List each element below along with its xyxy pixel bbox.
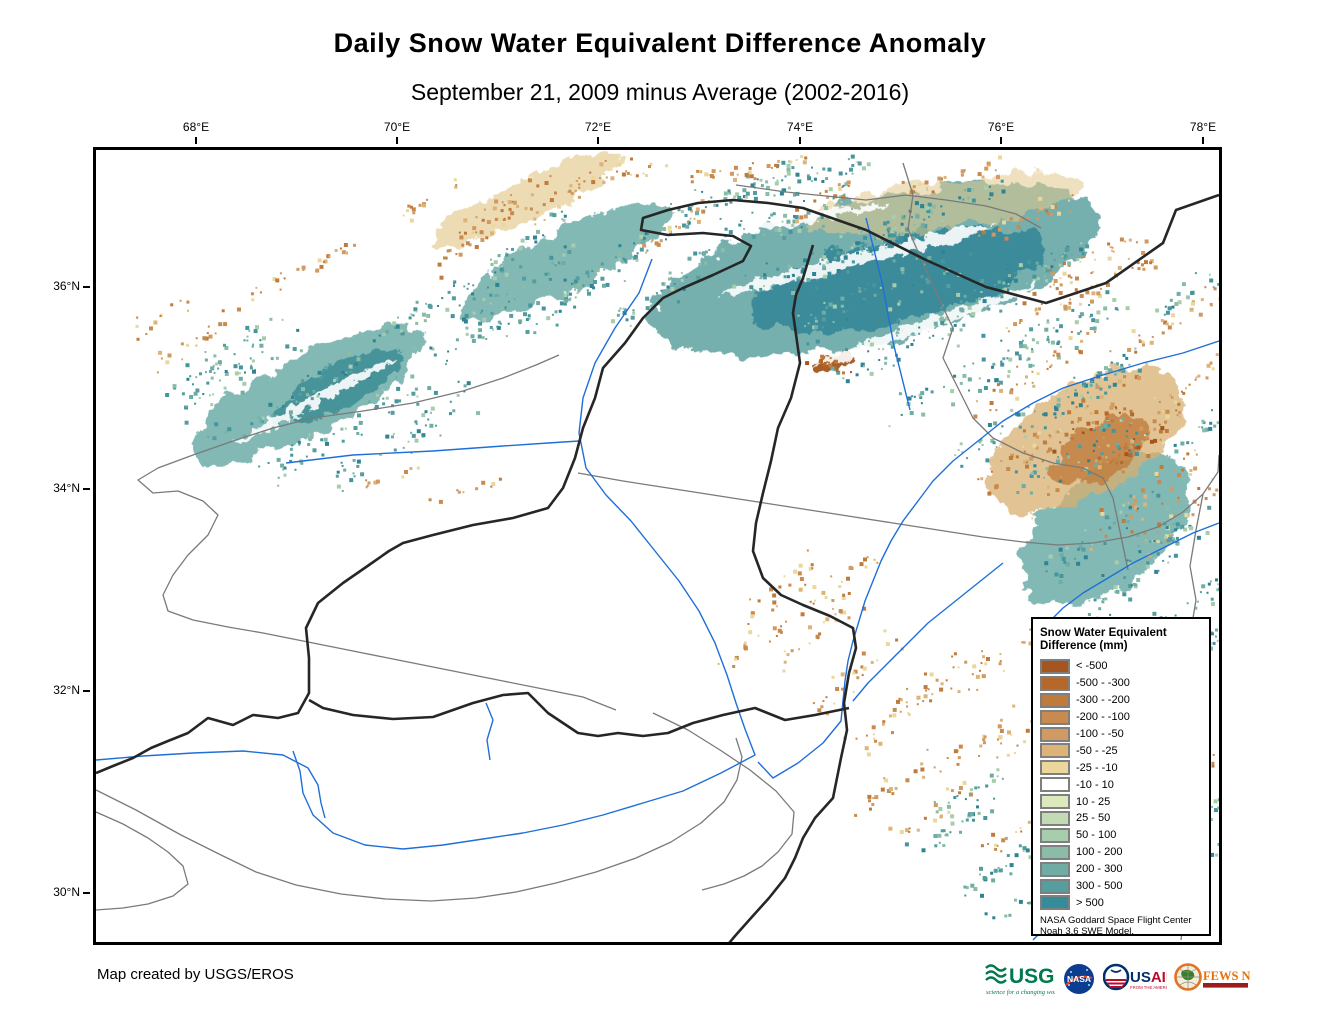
y-axis-tick xyxy=(83,286,90,288)
legend-swatch xyxy=(1040,760,1070,776)
legend-swatch xyxy=(1040,709,1070,725)
legend-row: -10 - 10 xyxy=(1040,776,1203,793)
x-axis-tick xyxy=(195,137,197,144)
legend-label: 25 - 50 xyxy=(1076,812,1111,825)
legend-title-line1: Snow Water Equivalent xyxy=(1040,627,1167,639)
legend-swatch xyxy=(1040,878,1070,894)
legend-swatch xyxy=(1040,658,1070,674)
legend-footnote-line2: Noah 3.6 SWE Model. xyxy=(1040,926,1134,938)
nasa-logo: NASA xyxy=(1064,964,1094,994)
fewsnet-logo: FEWS NET xyxy=(1174,963,1250,991)
legend-label: -300 - -200 xyxy=(1076,694,1130,707)
legend-row: -100 - -50 xyxy=(1040,726,1203,743)
x-axis-tick-label: 74°E xyxy=(786,120,814,134)
anomaly-raster-speckles xyxy=(135,154,1219,925)
legend-row: -200 - -100 xyxy=(1040,709,1203,726)
y-axis-tick-label: 34°N xyxy=(53,481,80,495)
page-subtitle: September 21, 2009 minus Average (2002-2… xyxy=(410,79,910,105)
legend-label: 300 - 500 xyxy=(1076,880,1123,893)
legend-swatch xyxy=(1040,861,1070,877)
legend-row: -500 - -300 xyxy=(1040,675,1203,692)
legend-label: 10 - 25 xyxy=(1076,795,1111,808)
svg-text:USGS: USGS xyxy=(1009,965,1055,988)
x-axis-tick xyxy=(396,137,398,144)
legend-label: 100 - 200 xyxy=(1076,846,1123,859)
legend-swatch xyxy=(1040,726,1070,742)
legend-row: 100 - 200 xyxy=(1040,844,1203,861)
usgs-logo: USGS science for a changing world xyxy=(985,964,1055,996)
legend-swatch xyxy=(1040,675,1070,691)
x-axis-tick xyxy=(1000,137,1002,144)
usgs-waves-icon xyxy=(985,964,1007,984)
legend-row: -50 - -25 xyxy=(1040,742,1203,759)
x-axis-tick-label: 72°E xyxy=(584,120,612,134)
legend-row: -25 - -10 xyxy=(1040,759,1203,776)
anomaly-raster-masses xyxy=(189,153,1193,606)
legend-label: -25 - -10 xyxy=(1076,761,1118,774)
legend-swatch xyxy=(1040,827,1070,843)
legend-entries: < -500 -500 - -300 -300 - -200 -200 - -100 -… xyxy=(1040,658,1203,911)
legend-label: -100 - -50 xyxy=(1076,728,1124,740)
legend-row: 50 - 100 xyxy=(1040,827,1203,844)
x-axis-tick xyxy=(597,137,599,144)
svg-text:USAID: USAID xyxy=(1130,969,1167,986)
x-axis-tick xyxy=(799,137,801,144)
credit-text: Map created by USGS/EROS xyxy=(97,966,294,983)
legend-row: > 500 xyxy=(1040,894,1203,911)
legend-row: 300 - 500 xyxy=(1040,878,1203,895)
legend-swatch xyxy=(1040,777,1070,793)
y-axis-tick-label: 32°N xyxy=(53,683,80,697)
x-axis-tick-label: 70°E xyxy=(383,120,411,134)
legend-row: < -500 xyxy=(1040,658,1203,675)
map-area: 68°E 70°E 72°E 74°E 76°E 78°E 36°N 34°N 32°N 30°N xyxy=(53,120,1222,945)
y-axis-tick xyxy=(83,690,90,692)
x-axis-tick-label: 76°E xyxy=(987,120,1015,134)
legend-label: -50 - -25 xyxy=(1076,744,1118,757)
legend-label: -500 - -300 xyxy=(1076,677,1130,690)
legend-swatch xyxy=(1040,743,1070,759)
y-axis-tick xyxy=(83,892,90,894)
y-axis-tick-label: 30°N xyxy=(53,885,80,899)
svg-text:science for a changing world: science for a changing world xyxy=(986,989,1055,996)
legend-label: 200 - 300 xyxy=(1076,863,1123,876)
legend-row: 200 - 300 xyxy=(1040,861,1203,878)
legend: Snow Water Equivalent Difference (mm) < … xyxy=(1031,617,1211,937)
svg-text:NASA: NASA xyxy=(1067,974,1091,984)
legend-swatch xyxy=(1040,692,1070,708)
legend-row: 10 - 25 xyxy=(1040,793,1203,810)
map-canvas xyxy=(96,153,1219,942)
legend-row: 25 - 50 xyxy=(1040,810,1203,827)
x-axis-tick-label: 78°E xyxy=(1189,120,1217,134)
y-axis-tick xyxy=(83,488,90,490)
legend-title: Snow Water Equivalent Difference (mm) xyxy=(1040,627,1203,653)
legend-swatch xyxy=(1040,794,1070,810)
legend-label: -200 - -100 xyxy=(1076,711,1130,724)
usaid-logo: USAID FROM THE AMERICAN PEOPLE xyxy=(1103,963,1167,991)
legend-swatch xyxy=(1040,844,1070,860)
fewsnet-banner xyxy=(1203,983,1248,988)
legend-title-line2: Difference (mm) xyxy=(1040,640,1128,652)
x-axis-tick xyxy=(1202,137,1204,144)
legend-swatch xyxy=(1040,895,1070,911)
logo-strip: USGS science for a changing world NASA U… xyxy=(983,956,1250,1002)
page-title: Daily Snow Water Equivalent Difference A… xyxy=(333,28,987,58)
y-axis-tick-label: 36°N xyxy=(53,279,80,293)
legend-label: 50 - 100 xyxy=(1076,829,1117,842)
x-axis-tick-label: 68°E xyxy=(182,120,210,134)
basin-boundary xyxy=(96,193,1219,942)
legend-swatch xyxy=(1040,810,1070,826)
legend-footnote-line1: NASA Goddard Space Flight Center xyxy=(1040,915,1192,927)
legend-row: -300 - -200 xyxy=(1040,692,1203,709)
svg-text:FROM THE AMERICAN PEOPLE: FROM THE AMERICAN PEOPLE xyxy=(1130,985,1167,990)
map-frame: Snow Water Equivalent Difference (mm) < … xyxy=(93,147,1222,945)
legend-footnote: NASA Goddard Space Flight Center Noah 3.… xyxy=(1040,915,1203,937)
legend-label: -10 - 10 xyxy=(1076,778,1114,791)
legend-label: < -500 xyxy=(1076,660,1108,673)
svg-text:FEWS NET: FEWS NET xyxy=(1203,969,1250,983)
usaid-seal-icon xyxy=(1103,963,1130,991)
legend-label: > 500 xyxy=(1076,896,1104,909)
